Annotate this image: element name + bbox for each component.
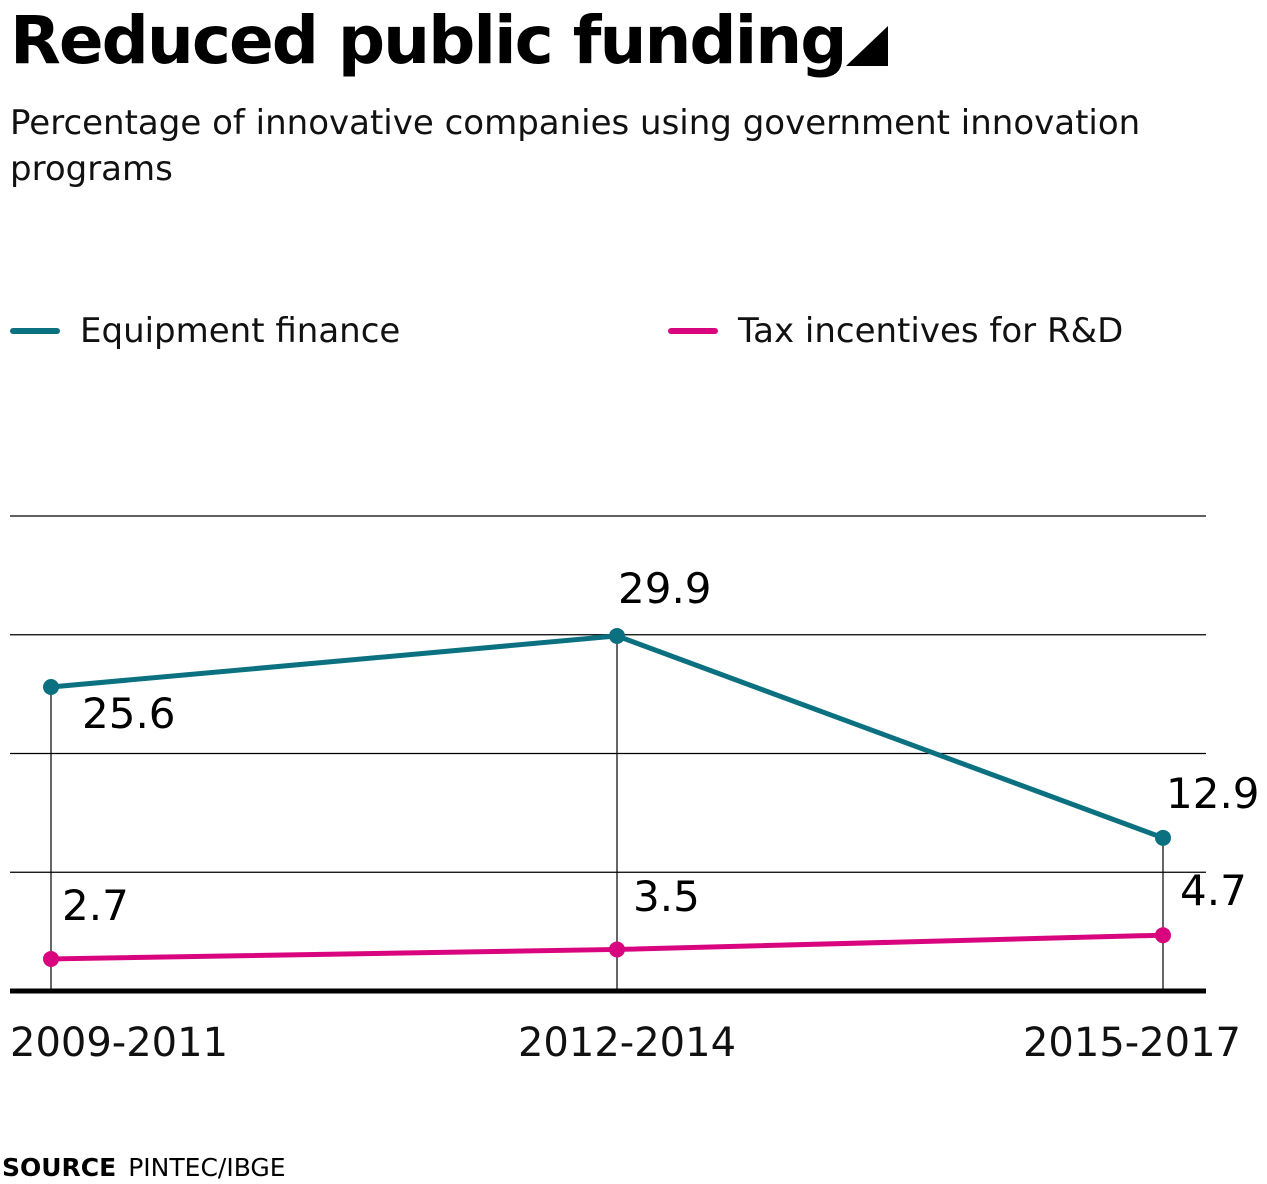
x-tick-label: 2012-2014	[518, 1020, 736, 1066]
data-point	[43, 679, 59, 695]
data-point	[609, 627, 625, 644]
data-point	[43, 950, 59, 967]
x-tick-label: 2015-2017	[1023, 1020, 1241, 1066]
data-point	[1155, 927, 1171, 944]
legend-item-tax-incentives: Tax incentives for R&D	[668, 308, 1123, 354]
source-note: SOURCE PINTEC/IBGE	[2, 1152, 286, 1184]
data-label: 3.5	[633, 872, 700, 921]
series-line-equipment-finance	[50, 633, 1164, 841]
x-tick-label: 2009-2011	[10, 1020, 228, 1066]
legend-label-equipment-finance: Equipment finance	[80, 311, 401, 351]
source-label: SOURCE	[2, 1153, 117, 1182]
data-label: 2.7	[62, 881, 129, 930]
legend-label-tax-incentives: Tax incentives for R&D	[738, 311, 1124, 351]
data-point	[609, 941, 625, 958]
data-label: 12.9	[1166, 769, 1260, 818]
data-point	[1155, 829, 1171, 846]
series-line-tax-incentives	[50, 932, 1164, 962]
data-label: 29.9	[618, 564, 712, 613]
legend-swatch-equipment-finance	[10, 328, 60, 334]
chart-title: Reduced public funding	[10, 2, 848, 79]
legend-swatch-tax-incentives	[668, 328, 718, 334]
triangle-marker-icon	[846, 26, 888, 66]
data-label: 25.6	[82, 689, 176, 738]
legend-item-equipment-finance: Equipment finance	[10, 308, 400, 354]
chart-subtitle: Percentage of innovative companies using…	[10, 103, 1141, 189]
data-label: 4.7	[1180, 866, 1247, 915]
source-value: PINTEC/IBGE	[128, 1153, 286, 1182]
